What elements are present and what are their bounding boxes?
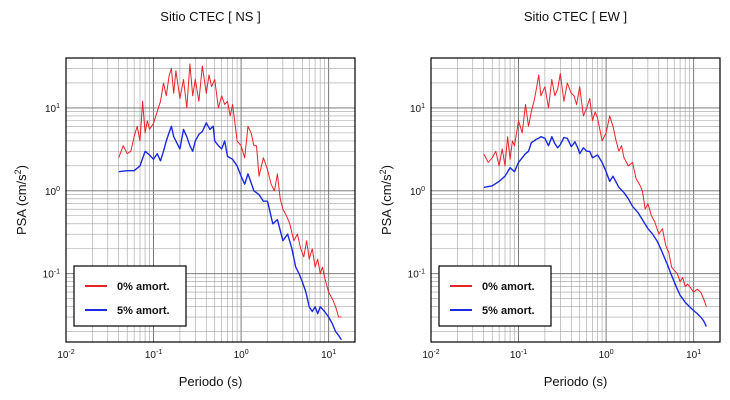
y-tick-exp: 0 xyxy=(56,186,60,193)
y-tick-label: 100 xyxy=(45,186,60,198)
series-line-damping-5 xyxy=(483,135,708,327)
y-tick-exp: 0 xyxy=(421,186,425,193)
x-tick-base: 10 xyxy=(686,350,698,361)
chart-title: Sitio CTEC [ EW ] xyxy=(524,9,627,24)
x-tick-label: 10-1 xyxy=(510,349,527,361)
y-tick-base: 10 xyxy=(410,104,422,115)
y-tick-label: 10-1 xyxy=(43,269,60,281)
y-tick-base: 10 xyxy=(45,187,57,198)
x-tick-base: 10 xyxy=(234,350,246,361)
x-tick-label: 10-2 xyxy=(57,349,74,361)
series-line-damping-0 xyxy=(118,63,342,318)
x-tick-label: 100 xyxy=(599,349,614,361)
x-tick-label: 101 xyxy=(686,349,701,361)
x-tick-exp: 1 xyxy=(697,349,701,356)
x-tick-exp: 0 xyxy=(245,349,249,356)
x-tick-base: 10 xyxy=(57,350,69,361)
y-axis-label-close: ) xyxy=(379,165,394,169)
y-tick-exp: -1 xyxy=(419,269,425,276)
y-axis-label-main: PSA (cm/s xyxy=(379,174,394,235)
y-tick-base: 10 xyxy=(45,104,57,115)
y-tick-label: 101 xyxy=(410,103,425,115)
legend: 0% amort. 5% amort. xyxy=(438,265,552,327)
chart-title: Sitio CTEC [ NS ] xyxy=(160,9,260,24)
legend-label: 5% amort. xyxy=(482,305,535,317)
y-tick-label: 100 xyxy=(410,186,425,198)
y-tick-exp: 1 xyxy=(421,103,425,110)
x-tick-base: 10 xyxy=(422,350,434,361)
legend-box xyxy=(438,265,552,327)
legend-label: 5% amort. xyxy=(117,305,170,317)
legend-label: 0% amort. xyxy=(117,281,170,293)
legend-box xyxy=(73,265,187,327)
y-tick-base: 10 xyxy=(408,270,420,281)
x-tick-base: 10 xyxy=(321,350,333,361)
x-tick-exp: -2 xyxy=(433,349,439,356)
x-tick-exp: 1 xyxy=(332,349,336,356)
y-tick-exp: -1 xyxy=(54,269,60,276)
y-axis-label-exp: 2 xyxy=(13,169,23,174)
legend: 0% amort. 5% amort. xyxy=(73,265,187,327)
series-line-damping-0 xyxy=(483,73,707,307)
series-line-damping-5 xyxy=(118,122,342,341)
y-axis-label-main: PSA (cm/s xyxy=(14,174,29,235)
x-tick-base: 10 xyxy=(145,350,157,361)
x-tick-label: 10-2 xyxy=(422,349,439,361)
x-tick-exp: -1 xyxy=(156,349,162,356)
y-tick-label: 10-1 xyxy=(408,269,425,281)
x-tick-label: 10-1 xyxy=(145,349,162,361)
y-tick-base: 10 xyxy=(410,187,422,198)
x-tick-label: 100 xyxy=(234,349,249,361)
x-tick-exp: -1 xyxy=(521,349,527,356)
x-tick-exp: -2 xyxy=(68,349,74,356)
y-tick-exp: 1 xyxy=(56,103,60,110)
y-axis-label-close: ) xyxy=(14,165,29,169)
y-axis-label: PSA (cm/s2) xyxy=(378,165,394,235)
plot-frame xyxy=(65,57,356,343)
x-tick-exp: 0 xyxy=(610,349,614,356)
x-tick-label: 101 xyxy=(321,349,336,361)
x-tick-base: 10 xyxy=(599,350,611,361)
y-tick-label: 101 xyxy=(45,103,60,115)
x-axis-label: Periodo (s) xyxy=(544,374,608,389)
y-tick-base: 10 xyxy=(43,270,55,281)
grid xyxy=(66,58,355,342)
y-axis-label-exp: 2 xyxy=(378,169,388,174)
x-axis-label: Periodo (s) xyxy=(179,374,243,389)
y-axis-label: PSA (cm/s2) xyxy=(13,165,29,235)
legend-label: 0% amort. xyxy=(482,281,535,293)
x-tick-base: 10 xyxy=(510,350,522,361)
plot-frame xyxy=(430,57,721,343)
